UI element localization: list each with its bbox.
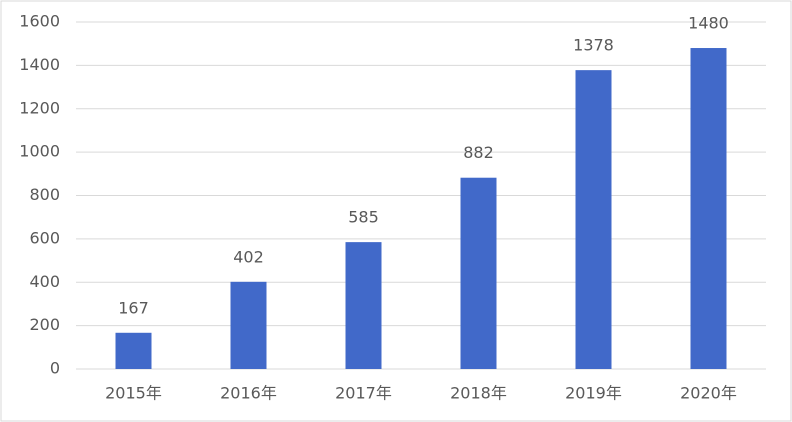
data-label: 1378 — [573, 36, 614, 55]
y-tick-label: 200 — [29, 315, 60, 334]
x-tick-label: 2016年 — [220, 384, 277, 403]
y-tick-label: 0 — [50, 359, 60, 378]
y-tick-label: 400 — [29, 272, 60, 291]
y-tick-label: 1400 — [19, 55, 60, 74]
x-tick-label: 2015年 — [105, 384, 162, 403]
bar — [230, 281, 267, 369]
data-label: 882 — [463, 143, 494, 162]
data-label: 167 — [118, 298, 149, 317]
x-tick-label: 2019年 — [565, 384, 622, 403]
bar — [575, 70, 612, 370]
x-tick-label: 2018年 — [450, 384, 507, 403]
data-label: 1480 — [688, 14, 729, 33]
bar — [345, 242, 382, 369]
data-label: 402 — [233, 247, 264, 266]
x-tick-label: 2020年 — [680, 384, 737, 403]
y-tick-label: 600 — [29, 228, 60, 247]
data-label: 585 — [348, 208, 379, 227]
y-tick-label: 800 — [29, 185, 60, 204]
bar — [460, 177, 497, 369]
y-tick-label: 1600 — [19, 12, 60, 31]
bar — [115, 332, 152, 369]
y-tick-label: 1200 — [19, 98, 60, 117]
bar — [690, 48, 727, 370]
x-tick-label: 2017年 — [335, 384, 392, 403]
y-tick-label: 1000 — [19, 142, 60, 161]
